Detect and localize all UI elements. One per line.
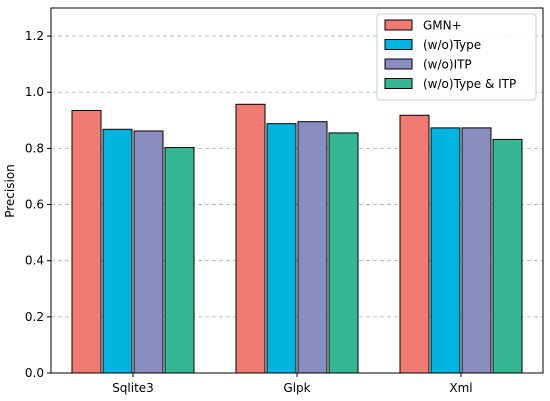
legend-label: (w/o)Type & ITP [423,77,516,91]
y-tick-label: 0.8 [25,141,44,155]
bar-sqlite3-series-2 [133,130,164,374]
grid-lines [51,35,543,318]
y-axis: 0.0 0.2 0.4 0.6 0.8 1.0 1.2 [25,29,51,380]
bar-sqlite3-series-3 [164,147,195,374]
bar-xml-series-0 [399,114,430,374]
legend-swatch [384,58,413,70]
legend-swatch [384,78,413,89]
bar-xml-series-1 [430,127,461,374]
bar-xml-series-2 [461,127,492,374]
bar-sqlite3-series-0 [71,109,102,374]
bar-glpk-series-0 [235,103,266,374]
y-axis-label: Precision [3,164,17,218]
y-tick-label: 0.6 [25,198,44,212]
bar-sqlite3-series-1 [102,128,133,374]
bar-glpk-series-2 [297,121,328,374]
legend-label: GMN+ [423,19,462,33]
bar-glpk-series-1 [266,123,297,374]
bar-xml-series-3 [492,138,523,374]
legend-swatch [384,39,413,50]
bar-glpk-series-3 [328,132,359,374]
y-tick-label: 0.4 [25,254,44,268]
x-tick-label: Sqlite3 [112,381,154,395]
x-tick-label: Xml [449,381,472,395]
legend-box [376,13,537,101]
y-tick-label: 1.0 [25,85,44,99]
y-tick-label: 1.2 [25,29,44,43]
x-axis: Sqlite3 Glpk Xml [112,373,473,395]
legend-swatch [384,19,413,31]
legend-label: (w/o)Type [423,38,481,52]
bars [71,103,523,374]
y-tick-label: 0.0 [25,366,44,380]
y-tick-label: 0.2 [25,310,44,324]
legend: GMN+ (w/o)Type (w/o)ITP (w/o)Type & ITP [376,13,537,101]
legend-label: (w/o)ITP [423,58,472,72]
x-tick-label: Glpk [283,381,310,395]
